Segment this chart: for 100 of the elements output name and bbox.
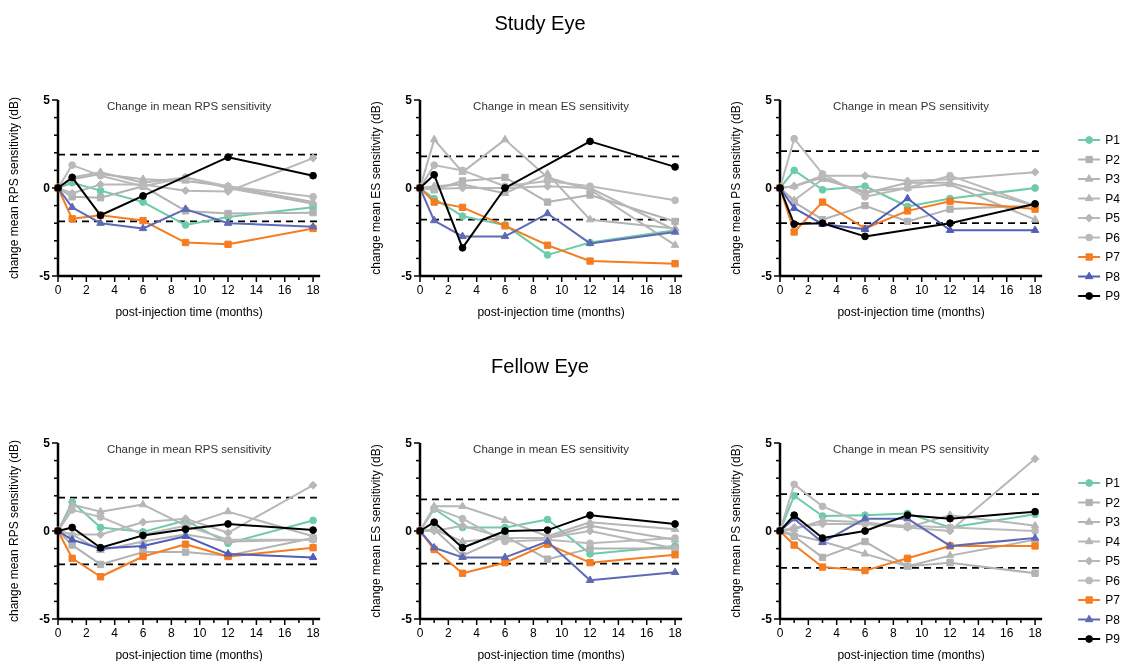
x-tick-label: 16 [640, 283, 654, 297]
y-axis-title: change mean PS sensitivity (dB) [729, 101, 743, 275]
x-tick-label: 10 [555, 283, 569, 297]
chart-title: Change in mean ES sensitivity [473, 100, 630, 112]
chart-title: Change in mean RPS sensitivity [106, 443, 272, 455]
x-tick-label: 6 [139, 283, 147, 297]
legend-label: P4 [1105, 534, 1121, 549]
x-tick-label: 16 [278, 283, 292, 297]
x-tick-label: 4 [473, 626, 481, 640]
x-tick-label: 12 [943, 283, 958, 297]
legend-label: P9 [1105, 289, 1121, 304]
x-tick-label: 14 [249, 283, 264, 297]
legend-label: P6 [1105, 230, 1121, 245]
x-tick-label: 6 [501, 626, 509, 640]
x-axis-title: post-injection time (months) [837, 305, 985, 319]
x-tick-label: 18 [668, 283, 683, 297]
legend-label: P4 [1105, 191, 1121, 206]
legend-label: P5 [1105, 554, 1121, 569]
x-tick-label: 16 [1000, 283, 1014, 297]
legend-label: P6 [1105, 573, 1121, 588]
x-tick-label: 10 [193, 626, 207, 640]
x-tick-label: 10 [915, 283, 929, 297]
x-tick-label: 4 [833, 283, 841, 297]
y-tick-label: 0 [43, 181, 51, 196]
y-axis-title: change mean RPS sensitivity (dB) [7, 439, 21, 623]
x-axis-title: post-injection time (months) [115, 305, 263, 319]
legend-label: P8 [1105, 269, 1121, 284]
x-tick-label: 14 [611, 283, 626, 297]
x-tick-label: 8 [530, 626, 538, 640]
x-tick-label: 12 [583, 626, 598, 640]
chart-title: Change in mean PS sensitivity [833, 100, 990, 112]
x-tick-label: 12 [221, 283, 236, 297]
y-tick-label: -5 [401, 269, 413, 284]
y-tick-label: 5 [405, 436, 413, 451]
x-tick-label: 6 [501, 283, 509, 297]
x-tick-label: 12 [943, 626, 958, 640]
x-tick-label: 8 [168, 283, 176, 297]
legend-label: P2 [1105, 495, 1121, 510]
x-tick-label: 16 [278, 626, 292, 640]
x-tick-label: 6 [861, 626, 869, 640]
x-tick-label: 0 [776, 283, 784, 297]
y-tick-label: -5 [39, 612, 51, 627]
x-tick-label: 10 [915, 626, 929, 640]
chart-title: Change in mean RPS sensitivity [106, 100, 272, 112]
y-tick-label: 0 [405, 524, 413, 539]
x-tick-label: 18 [306, 283, 321, 297]
x-tick-label: 2 [83, 283, 90, 297]
chart-title: Change in mean PS sensitivity [833, 443, 990, 455]
x-axis-title: post-injection time (months) [477, 305, 625, 319]
x-tick-label: 0 [54, 283, 62, 297]
y-tick-label: 0 [765, 524, 773, 539]
x-axis-title: post-injection time (months) [477, 648, 625, 661]
legend-label: P8 [1105, 612, 1121, 627]
x-tick-label: 12 [221, 626, 236, 640]
y-tick-label: 5 [43, 436, 51, 451]
x-tick-label: 18 [1028, 283, 1043, 297]
x-tick-label: 4 [111, 626, 119, 640]
x-tick-label: 2 [83, 626, 90, 640]
x-tick-label: 4 [473, 283, 481, 297]
x-tick-label: 6 [139, 626, 147, 640]
x-tick-label: 0 [416, 626, 424, 640]
legend-label: P5 [1105, 211, 1121, 226]
x-tick-label: 8 [530, 283, 538, 297]
x-tick-label: 8 [890, 283, 898, 297]
x-tick-label: 0 [776, 626, 784, 640]
x-tick-label: 2 [445, 283, 452, 297]
y-tick-label: -5 [761, 269, 773, 284]
x-tick-label: 14 [611, 626, 626, 640]
x-tick-label: 10 [193, 283, 207, 297]
x-tick-label: 8 [890, 626, 898, 640]
y-tick-label: 5 [765, 93, 773, 108]
x-axis-title: post-injection time (months) [837, 648, 985, 661]
legend-label: P9 [1105, 632, 1121, 647]
legend-label: P7 [1105, 593, 1121, 608]
y-axis-title: change mean ES sensitivity (dB) [369, 444, 383, 618]
y-tick-label: 5 [765, 436, 773, 451]
x-tick-label: 4 [111, 283, 119, 297]
x-tick-label: 6 [861, 283, 869, 297]
text: Fellow Eye [491, 355, 589, 377]
x-tick-label: 2 [445, 626, 452, 640]
y-tick-label: -5 [39, 269, 51, 284]
legend-label: P1 [1105, 133, 1121, 148]
chart-title: Change in mean ES sensitivity [473, 443, 630, 455]
x-tick-label: 16 [640, 626, 654, 640]
x-tick-label: 14 [971, 283, 986, 297]
x-tick-label: 2 [805, 283, 812, 297]
x-tick-label: 16 [1000, 626, 1014, 640]
legend-label: P3 [1105, 515, 1121, 530]
legend-label: P1 [1105, 476, 1121, 491]
x-tick-label: 4 [833, 626, 841, 640]
y-axis-title: change mean RPS sensitivity (dB) [7, 96, 21, 280]
x-tick-label: 18 [1028, 626, 1043, 640]
x-tick-label: 10 [555, 626, 569, 640]
x-tick-label: 12 [583, 283, 598, 297]
x-tick-label: 14 [249, 626, 264, 640]
legend-label: P2 [1105, 152, 1121, 167]
x-tick-label: 18 [306, 626, 321, 640]
y-tick-label: 0 [765, 181, 773, 196]
legend-label: P7 [1105, 250, 1121, 265]
x-axis-title: post-injection time (months) [115, 648, 263, 661]
